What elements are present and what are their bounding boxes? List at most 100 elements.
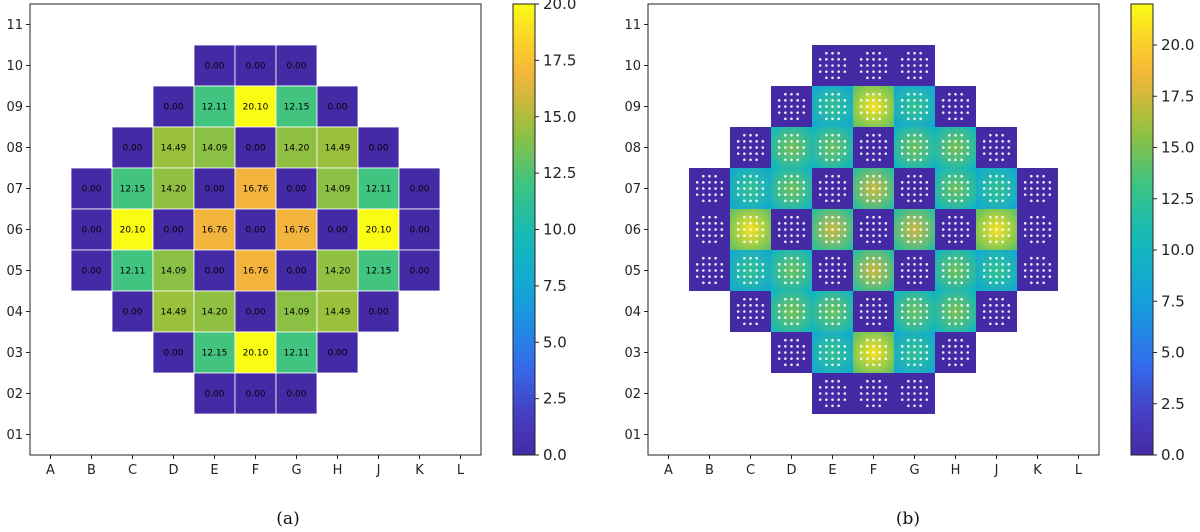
pin-dot: [1036, 275, 1039, 278]
pin-dot: [777, 234, 781, 237]
pin-dot: [790, 152, 793, 155]
heatmap-cell: [316, 126, 359, 169]
pin-dot: [866, 338, 869, 342]
pin-dot: [989, 240, 992, 244]
pin-dot: [900, 392, 904, 395]
pin-dot: [749, 256, 752, 260]
pin-dot: [954, 234, 957, 237]
pin-dot: [995, 215, 998, 219]
pin-dot: [948, 275, 951, 278]
pin-dot: [1048, 181, 1052, 184]
pin-dot: [837, 338, 840, 342]
pin-dot: [831, 99, 834, 102]
pin-dot: [872, 345, 875, 348]
pin-dot: [925, 146, 929, 149]
pin-dot: [749, 310, 752, 313]
pin-dot: [743, 304, 746, 307]
pin-dot: [995, 234, 998, 237]
pin-dot: [960, 187, 963, 190]
pin-dot: [837, 64, 840, 67]
pin-dot: [859, 64, 863, 67]
pin-dot: [837, 228, 840, 231]
pin-dot: [907, 222, 910, 225]
pin-dot: [966, 181, 970, 184]
pin-dot: [837, 146, 840, 149]
cell-value-label: 16.76: [202, 226, 228, 236]
pin-dot: [919, 322, 922, 326]
pin-dot: [784, 181, 787, 184]
pin-dot: [743, 187, 746, 190]
pin-dot: [790, 345, 793, 348]
cell-value-label: 20.10: [243, 349, 269, 359]
pin-dot: [749, 304, 752, 307]
cell-value-label: 14.09: [284, 308, 310, 318]
pin-dot: [843, 70, 847, 73]
pin-dot: [960, 222, 963, 225]
pin-dot: [878, 363, 881, 367]
pin-dot: [749, 181, 752, 184]
pin-dot: [1001, 193, 1004, 196]
y-tick-label: 03: [6, 346, 23, 361]
pin-dot: [837, 158, 840, 162]
pin-dot: [802, 316, 806, 319]
pin-dot: [960, 193, 963, 196]
pin-dot: [749, 275, 752, 278]
pin-dot: [1001, 275, 1004, 278]
pin-dot: [755, 187, 758, 190]
pin-dot: [960, 304, 963, 307]
pin-dot: [837, 187, 840, 190]
pin-dot: [843, 146, 847, 149]
pin-dot: [866, 51, 869, 55]
pin-dot: [749, 133, 752, 137]
pin-dot: [843, 310, 847, 313]
pin-dot: [736, 140, 740, 143]
pin-dot: [872, 240, 875, 244]
pin-dot: [995, 174, 998, 178]
pin-dot: [1030, 269, 1033, 272]
pin-dot: [702, 281, 705, 285]
pin-dot: [825, 117, 828, 121]
pin-dot: [784, 228, 787, 231]
pin-dot: [878, 222, 881, 225]
pin-dot: [919, 379, 922, 383]
pin-dot: [866, 304, 869, 307]
pin-dot: [960, 228, 963, 231]
pin-dot: [761, 140, 765, 143]
pin-dot: [913, 199, 916, 203]
pin-dot: [954, 281, 957, 285]
pin-dot: [960, 152, 963, 155]
pin-dot: [1007, 316, 1011, 319]
pin-dot: [919, 275, 922, 278]
pin-dot: [743, 256, 746, 260]
pin-dot: [872, 76, 875, 80]
y-tick-label: 05: [624, 264, 641, 279]
pin-dot: [755, 215, 758, 219]
pin-dot: [843, 269, 847, 272]
pin-dot: [1023, 181, 1027, 184]
pin-dot: [913, 111, 916, 114]
pin-dot: [743, 316, 746, 319]
pin-dot: [777, 345, 781, 348]
pin-dot: [913, 275, 916, 278]
pin-dot: [907, 193, 910, 196]
pin-dot: [900, 152, 904, 155]
pin-dot: [960, 338, 963, 342]
pin-dot: [878, 275, 881, 278]
pin-dot: [831, 222, 834, 225]
pin-dot: [960, 174, 963, 178]
cell-value-label: 0.00: [204, 185, 224, 195]
pin-dot: [1048, 187, 1052, 190]
pin-dot: [913, 281, 916, 285]
pin-dot: [919, 297, 922, 301]
pin-dot: [761, 275, 765, 278]
pin-dot: [831, 199, 834, 203]
pin-dot: [866, 58, 869, 61]
cell-value-label: 0.00: [368, 144, 388, 154]
pin-dot: [913, 234, 916, 237]
pin-dot: [948, 215, 951, 219]
pin-dot: [755, 281, 758, 285]
pin-dot: [825, 152, 828, 155]
pin-dot: [843, 263, 847, 266]
colorbar-tick-label: 10.0: [543, 221, 576, 239]
pin-dot: [1042, 234, 1045, 237]
